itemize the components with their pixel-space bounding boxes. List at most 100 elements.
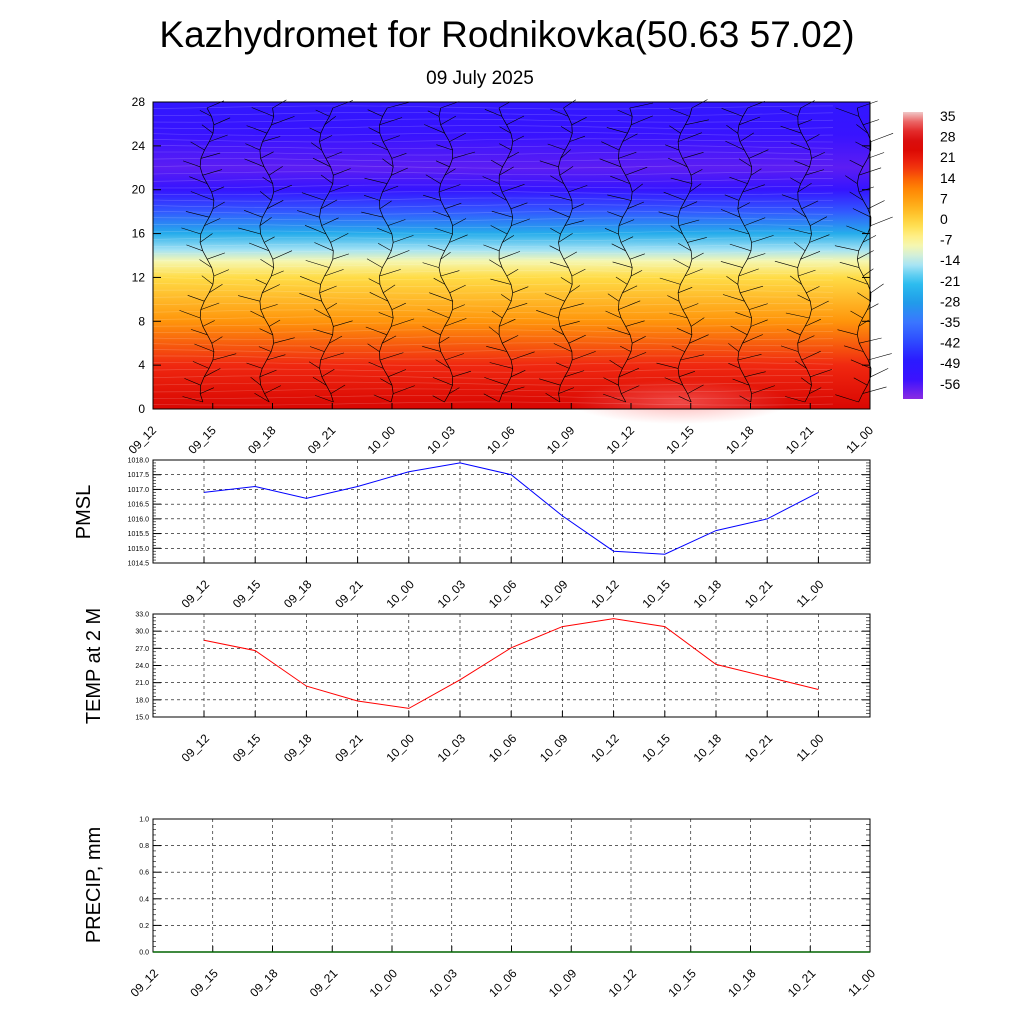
isoline	[152, 237, 834, 241]
wind-barb-flag	[313, 328, 333, 336]
wind-barb-flag	[434, 227, 453, 235]
isoline	[152, 348, 834, 353]
wind-barb-flag	[853, 377, 868, 386]
isoline	[152, 112, 834, 117]
wind-barb-flag	[299, 293, 322, 302]
wind-barb-flag	[862, 235, 877, 243]
x-tick-label: 11_00	[843, 423, 876, 456]
wind-barb-flag	[682, 152, 704, 159]
wind-barb-flag	[432, 395, 445, 403]
wind-barb-flag	[625, 166, 648, 176]
wind-barb-flag	[268, 166, 283, 176]
wind-barb-flag	[213, 117, 231, 126]
wind-barb-flag	[603, 377, 619, 386]
wind-barb-flag	[549, 245, 560, 252]
isoline	[152, 276, 834, 281]
wind-barb-flag	[202, 320, 215, 327]
wind-barb-flag	[539, 378, 561, 386]
wind-barb-flag	[245, 143, 261, 151]
wind-barb-flag	[199, 259, 212, 268]
wind-barb-column	[536, 99, 596, 403]
wind-barb-flag	[849, 159, 864, 168]
wind-barb-flag	[846, 225, 868, 235]
wind-barb-flag	[738, 158, 752, 168]
wind-barb-flag	[689, 334, 709, 344]
wind-barb-flag	[606, 127, 628, 134]
colorbar-label: -49	[940, 355, 960, 371]
colorbar-label: -14	[940, 252, 960, 268]
wind-barb-flag	[618, 151, 637, 159]
y-tick-label: 1016.0	[128, 516, 150, 523]
wind-barb-flag	[730, 325, 748, 336]
wind-barb-flag	[780, 345, 799, 352]
wind-barb-flag	[748, 149, 769, 159]
wind-barb-flag	[560, 277, 573, 285]
wind-barb-flag	[491, 192, 507, 201]
wind-barb-flag	[558, 233, 573, 243]
wind-barb-flag	[506, 268, 519, 277]
wind-barb-flag	[369, 292, 389, 302]
temp-panel: 15.018.021.024.027.030.033.0 09_12 09_15 0…	[83, 608, 871, 765]
isoline	[152, 197, 834, 202]
x-tick-label: 10_21	[742, 577, 776, 611]
wind-barb-flag	[678, 243, 692, 252]
wind-barb-flag	[549, 261, 569, 268]
y-tick-label: 16	[132, 227, 146, 241]
isoline	[152, 105, 834, 110]
wind-barb-flag	[269, 319, 281, 327]
wind-barb-flag	[691, 252, 704, 260]
x-tick-label: 10_12	[588, 577, 622, 611]
colorbar-label: 21	[940, 149, 956, 165]
y-tick-label: 1.0	[139, 817, 149, 824]
wind-barb-flag	[607, 211, 623, 218]
wind-barb-flag	[438, 184, 461, 193]
wind-barb-flag	[440, 101, 460, 109]
wind-barb-column	[361, 102, 415, 403]
wind-barb-column	[482, 101, 535, 403]
y-tick-label: 0.4	[139, 896, 149, 903]
wind-barb-flag	[501, 294, 512, 302]
wind-barb-flag	[379, 352, 404, 361]
wind-barb-flag	[569, 285, 580, 294]
wind-barb-flag	[726, 276, 738, 285]
colorbar-label: -42	[940, 335, 960, 351]
wind-barb-flag	[572, 351, 596, 361]
wind-barb-flag	[677, 287, 693, 294]
isoline	[152, 145, 834, 149]
wind-barb-flag	[260, 259, 274, 268]
wind-barb-flag	[238, 227, 261, 235]
wind-barb-flag	[550, 108, 569, 117]
wind-barb-flag	[751, 385, 775, 394]
temp-x-axis: 09_12 09_15 09_18 09_21 10_00 10_03 10_06 10_09…	[179, 711, 827, 765]
wind-barb-flag	[200, 302, 220, 310]
wind-barb-flag	[324, 269, 344, 277]
wind-barb-flag	[179, 310, 201, 319]
x-tick-label: 10_18	[723, 423, 757, 457]
wind-barb-flag	[632, 336, 646, 344]
wind-barb-flag	[607, 293, 620, 302]
wind-barb-flag	[569, 135, 585, 142]
wind-barb-staff	[618, 107, 633, 403]
wind-barb-flag	[607, 194, 632, 201]
wind-barb-flag	[747, 253, 766, 260]
x-tick-label: 10_03	[435, 577, 469, 611]
chart-title: Kazhydromet for Rodnikovka(50.63 57.02)	[159, 14, 854, 55]
wind-barb-flag	[618, 368, 640, 378]
wind-barb-column	[599, 102, 654, 403]
wind-barb-flag	[199, 233, 213, 243]
wind-barb-flag	[483, 244, 500, 252]
wind-barb-flag	[507, 303, 528, 310]
wind-barb-staff	[319, 107, 334, 403]
wind-barb-flag	[774, 260, 798, 268]
wind-barb-flag	[502, 235, 515, 243]
wind-barb-flag	[204, 218, 221, 226]
wind-barb-flag	[725, 140, 745, 151]
wind-barb-flag	[801, 350, 821, 361]
wind-barb-flag	[365, 326, 388, 336]
x-tick-label: 10_09	[546, 966, 580, 1000]
wind-barb-flag	[781, 194, 799, 201]
pmsl-series-line	[203, 462, 819, 555]
wind-barb-flag	[539, 160, 559, 168]
wind-barb-flag	[212, 201, 225, 210]
x-tick-label: 09_18	[245, 423, 279, 457]
